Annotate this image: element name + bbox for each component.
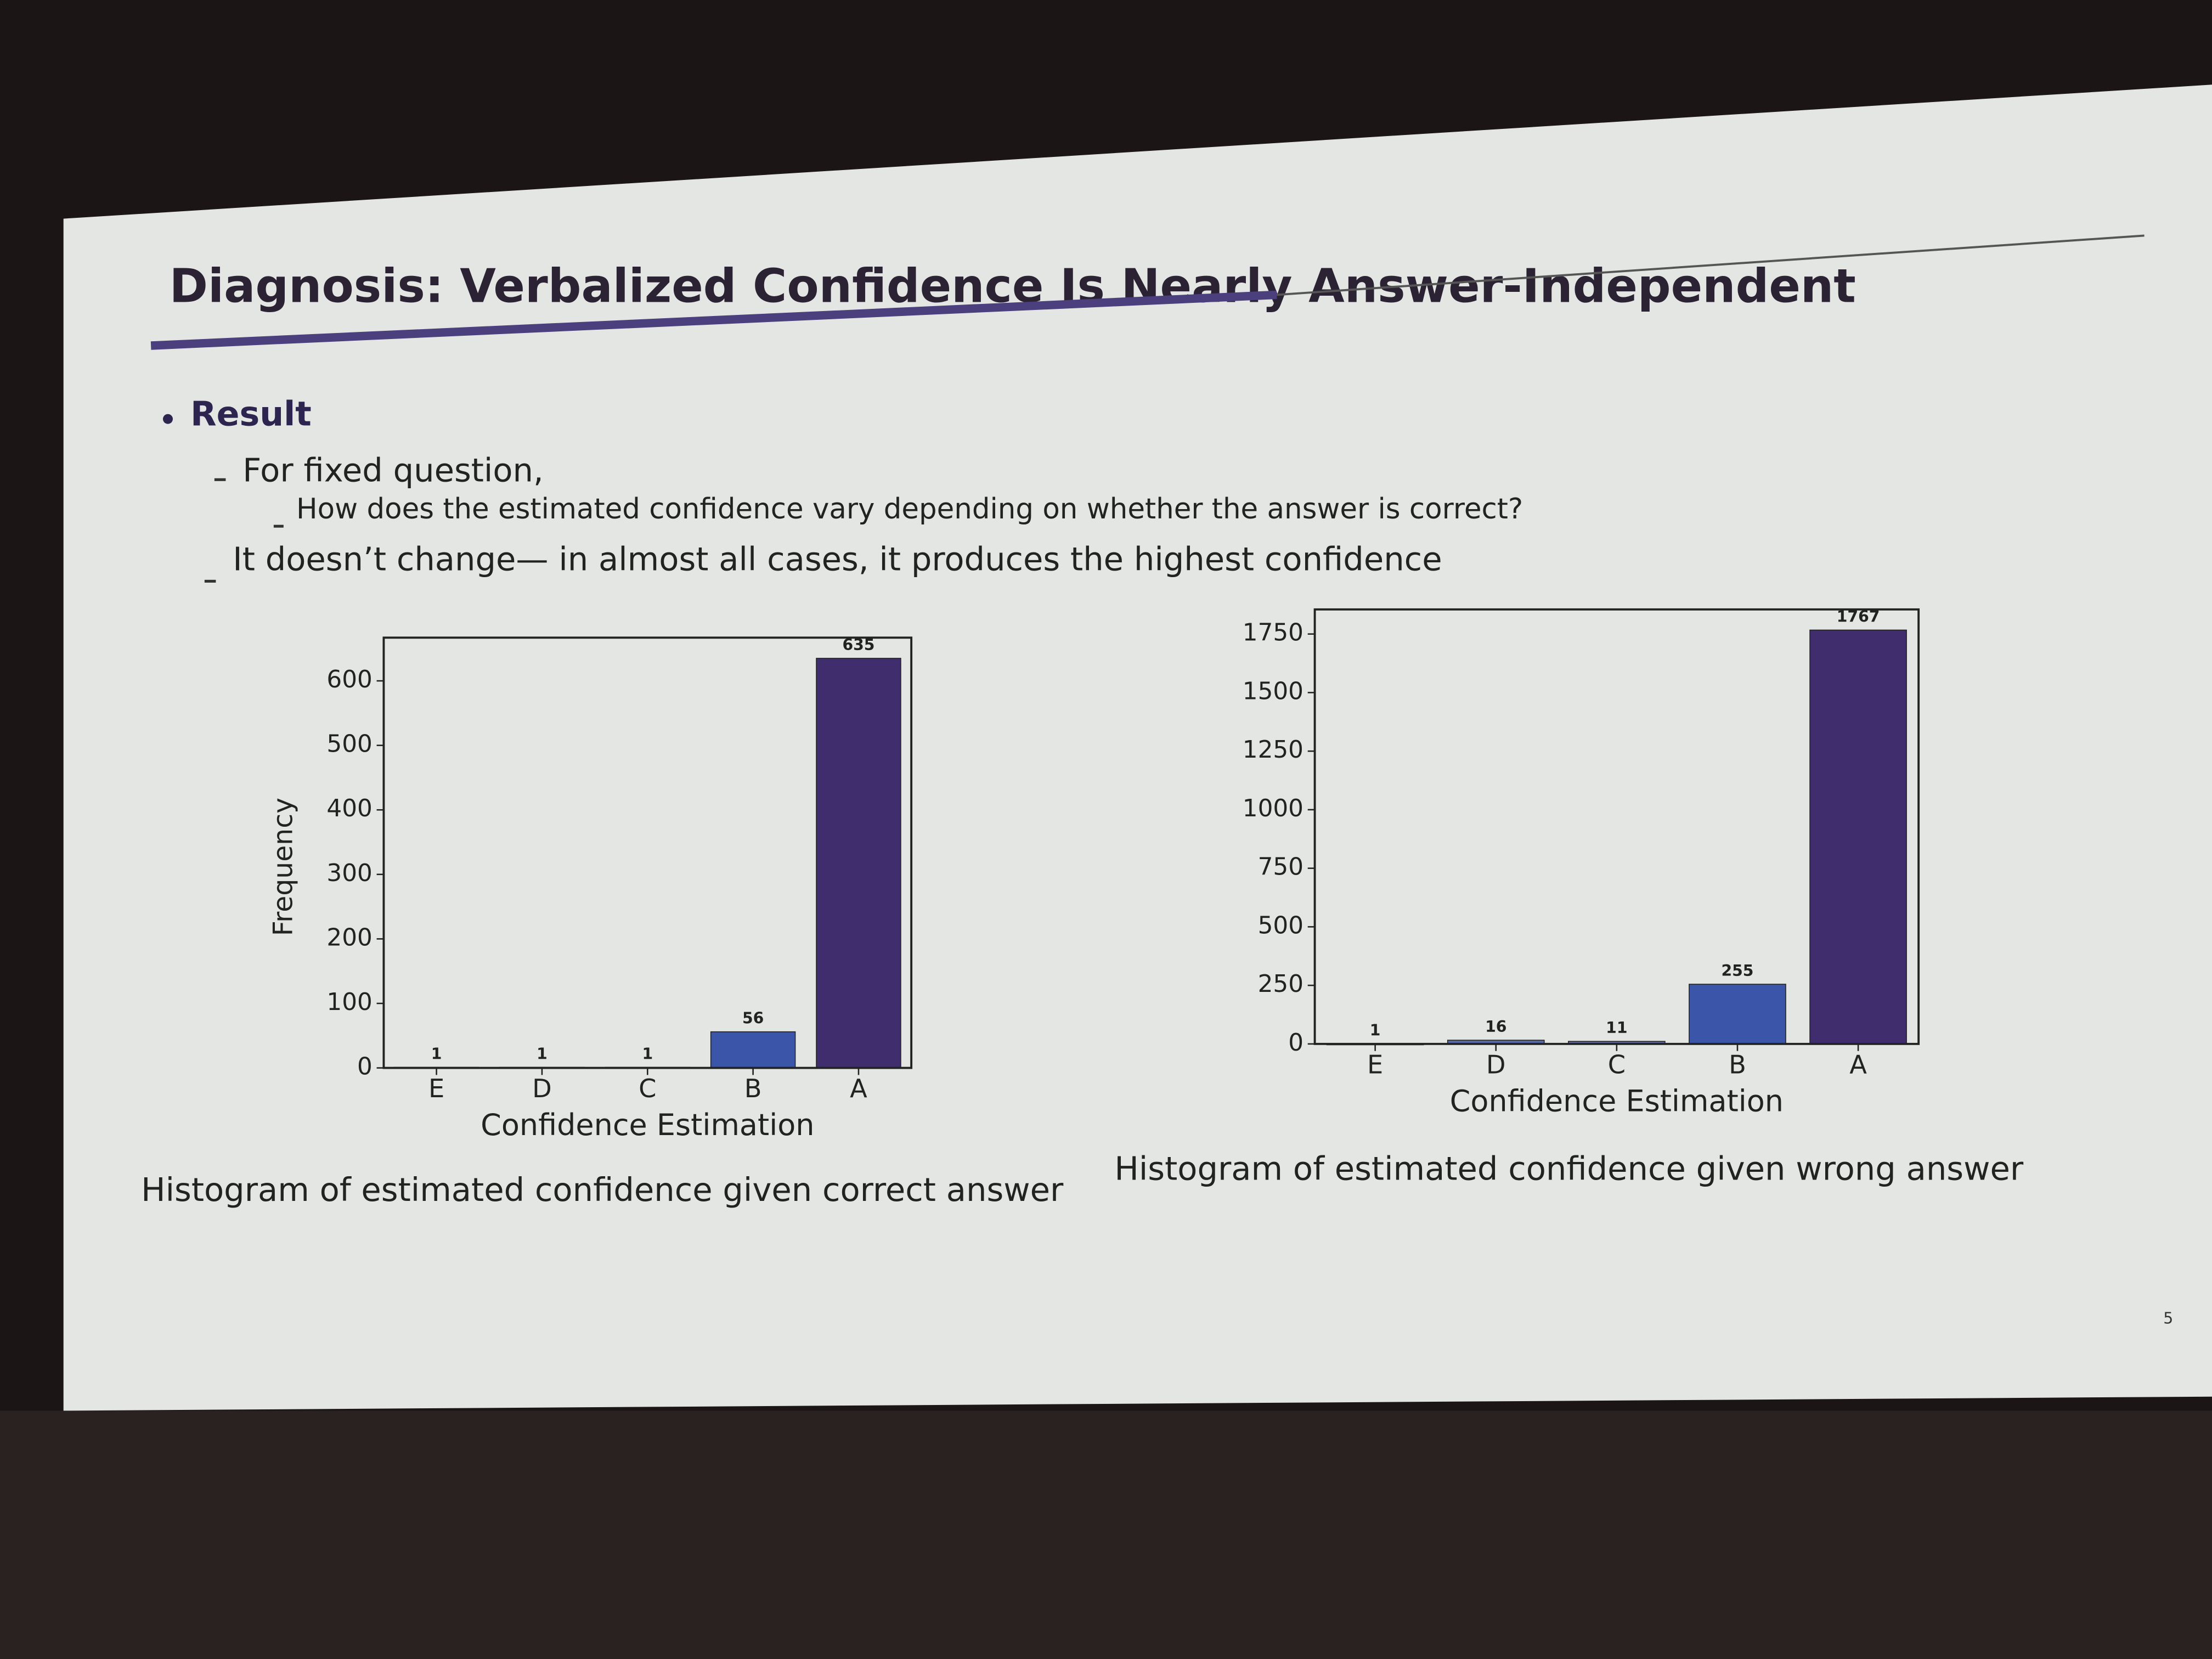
y-tick-label: 1500: [1243, 677, 1304, 705]
x-tick-label: A: [850, 1074, 867, 1103]
bullet-heading: Result: [190, 394, 312, 434]
x-tick-label: B: [1729, 1050, 1746, 1080]
bar: [1689, 984, 1786, 1045]
item: For fixed question,: [242, 452, 544, 489]
chart-caption: Histogram of estimated confidence given …: [141, 1171, 1064, 1209]
value-label: 255: [1721, 962, 1753, 980]
y-tick-label: 300: [326, 859, 372, 887]
value-label: 16: [1485, 1018, 1506, 1036]
bar: [816, 658, 901, 1069]
title-underline: [150, 290, 1277, 350]
slide: [63, 84, 2212, 1411]
y-tick-label: 1750: [1243, 619, 1304, 647]
value-label: 635: [842, 636, 874, 654]
title-rule: [1277, 234, 2145, 296]
y-tick-label: 1000: [1243, 794, 1304, 822]
y-tick-label: 500: [326, 730, 372, 758]
y-tick-label: 250: [1258, 970, 1304, 998]
value-label: 1: [431, 1045, 442, 1063]
bar: [710, 1031, 796, 1069]
x-tick-label: E: [1367, 1050, 1383, 1080]
x-tick-label: D: [532, 1074, 552, 1103]
y-tick-label: 200: [326, 923, 372, 951]
y-tick-label: 100: [326, 988, 372, 1016]
value-label: 1: [537, 1045, 548, 1063]
y-tick-label: 0: [357, 1053, 373, 1081]
x-tick-label: D: [1486, 1050, 1506, 1080]
y-tick-label: 400: [326, 794, 372, 822]
value-label: 1: [1370, 1021, 1381, 1039]
x-tick-label: B: [744, 1074, 762, 1103]
value-label: 56: [742, 1009, 764, 1028]
chart-caption: Histogram of estimated confidence given …: [1114, 1149, 2023, 1187]
y-axis-label: Frequency: [267, 798, 298, 936]
value-label: 1767: [1837, 607, 1880, 625]
page-number: 5: [2163, 1309, 2173, 1327]
item: It doesn’t change— in almost all cases, …: [233, 540, 1442, 578]
bar: [1809, 629, 1907, 1045]
wall: [0, 1410, 2212, 1659]
x-tick-label: A: [1849, 1050, 1867, 1080]
x-axis-label: Confidence Estimation: [481, 1108, 814, 1142]
x-axis-label: Confidence Estimation: [1450, 1084, 1784, 1118]
y-tick-label: 0: [1288, 1029, 1304, 1057]
x-tick-label: E: [428, 1074, 444, 1103]
x-tick-label: C: [639, 1074, 656, 1103]
item: How does the estimated confidence vary d…: [296, 493, 1523, 526]
value-label: 1: [642, 1045, 653, 1063]
y-tick-label: 750: [1258, 853, 1304, 881]
plot-frame: [382, 636, 913, 1069]
value-label: 11: [1606, 1019, 1627, 1037]
bullet-dot: [163, 414, 173, 424]
y-tick-label: 600: [326, 665, 372, 693]
plot-frame: [1313, 608, 1920, 1045]
x-tick-label: C: [1608, 1050, 1626, 1080]
y-tick-label: 1250: [1243, 736, 1304, 764]
y-tick-label: 500: [1258, 911, 1304, 939]
